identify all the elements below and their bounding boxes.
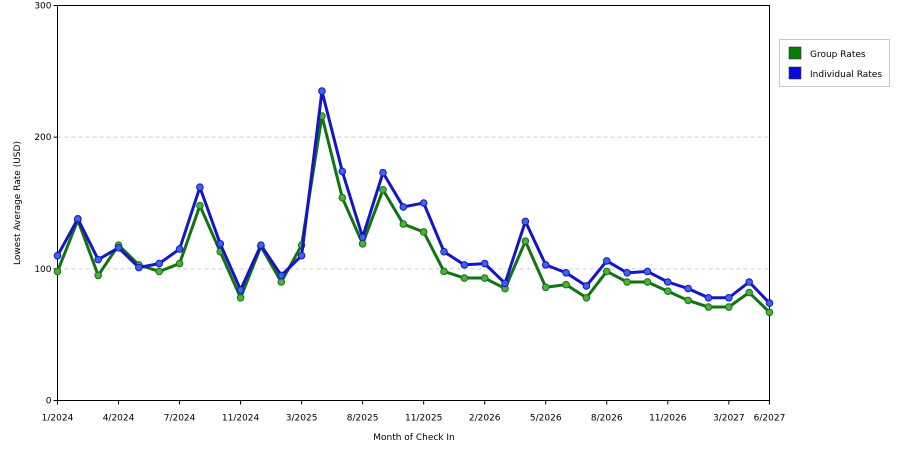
data-point-group-rates [704, 303, 713, 311]
legend-label-individual-rates: Individual Rates [810, 70, 882, 80]
x-tick-label: 6/2027 [754, 414, 786, 424]
legend-swatch-individual-rates [788, 66, 802, 80]
data-point-individual-rates [663, 278, 672, 286]
y-tick-label: 100 [34, 265, 51, 275]
data-point-group-rates [53, 267, 62, 276]
data-point-individual-rates [725, 294, 733, 302]
data-point-group-rates [745, 288, 753, 297]
data-point-group-rates [480, 274, 489, 282]
data-point-group-rates [196, 201, 204, 210]
data-point-group-rates [725, 303, 733, 311]
y-tick-label: 0 [46, 397, 52, 407]
data-point-individual-rates [53, 251, 62, 260]
data-point-group-rates [684, 296, 692, 305]
x-tick-label: 4/2024 [103, 414, 135, 424]
x-tick-label: 2/2026 [469, 414, 501, 424]
x-axis: 1/2024 4/2024 7/2024 11/2024 3/2025 8/2025 11/… [42, 400, 786, 424]
legend-label-group-rates: Group Rates [810, 50, 866, 60]
data-point-individual-rates [318, 87, 326, 95]
data-point-individual-rates [74, 215, 82, 223]
data-point-individual-rates [460, 261, 469, 269]
data-point-individual-rates [135, 263, 143, 272]
data-point-individual-rates [236, 286, 245, 294]
data-point-individual-rates [379, 168, 387, 177]
data-point-group-rates [419, 228, 428, 236]
x-tick-label: 5/2026 [530, 414, 562, 424]
data-point-group-rates [562, 280, 570, 289]
data-point-individual-rates [257, 241, 265, 249]
y-axis-title: Lowest Average Rate (USD) [13, 141, 23, 265]
data-point-group-rates [643, 278, 652, 286]
data-point-group-rates [175, 259, 184, 268]
data-point-group-rates [521, 237, 530, 245]
data-point-individual-rates [521, 217, 530, 226]
data-point-individual-rates [419, 199, 428, 207]
grid-layer [57, 136, 770, 270]
series-line-group-rates [56, 114, 771, 314]
data-point-group-rates [460, 274, 469, 282]
data-point-group-rates [94, 271, 102, 280]
data-point-group-rates [663, 287, 672, 296]
x-tick-label: 11/2025 [405, 414, 442, 424]
data-point-individual-rates [338, 167, 347, 176]
x-tick-label: 3/2025 [286, 414, 318, 424]
series-line-individual-rates [56, 89, 771, 305]
x-axis-title: Month of Check In [373, 433, 455, 443]
data-point-individual-rates [297, 251, 306, 260]
data-point-group-rates [379, 186, 387, 194]
data-point-group-rates [602, 267, 611, 276]
legend: Group Rates Individual Rates [779, 39, 890, 87]
data-point-group-rates [236, 294, 245, 302]
data-point-individual-rates [277, 271, 286, 280]
data-point-individual-rates [541, 261, 550, 269]
x-tick-label: 8/2025 [347, 414, 379, 424]
x-tick-label: 3/2027 [713, 414, 745, 424]
x-tick-label: 11/2026 [649, 414, 687, 424]
data-point-individual-rates [216, 240, 225, 248]
data-point-individual-rates [582, 282, 591, 290]
data-point-group-rates [582, 294, 591, 302]
y-tick-label: 200 [34, 133, 51, 143]
legend-swatch-group-rates [788, 46, 802, 60]
data-point-group-rates [338, 193, 347, 202]
data-point-individual-rates [175, 245, 184, 253]
plot-frame [57, 5, 770, 401]
data-point-individual-rates [155, 259, 164, 268]
data-point-individual-rates [399, 203, 408, 211]
data-point-individual-rates [196, 183, 204, 191]
data-point-group-rates [399, 220, 408, 228]
data-point-group-rates [623, 278, 631, 286]
data-point-individual-rates [480, 259, 489, 268]
data-point-group-rates [440, 267, 448, 276]
x-tick-label: 7/2024 [164, 414, 196, 424]
y-axis: 0 100 200 300 [34, 2, 58, 407]
data-point-individual-rates [643, 267, 652, 276]
y-tick-label: 300 [34, 2, 51, 12]
data-point-individual-rates [114, 243, 123, 252]
data-point-individual-rates [358, 233, 367, 242]
data-point-individual-rates [765, 299, 774, 307]
data-point-group-rates [277, 278, 286, 286]
x-tick-label: 8/2026 [591, 414, 623, 424]
data-point-individual-rates [623, 268, 631, 277]
data-point-group-rates [155, 267, 164, 276]
data-point-group-rates [765, 308, 774, 317]
data-point-individual-rates [684, 284, 692, 293]
data-point-individual-rates [704, 294, 713, 302]
data-point-individual-rates [94, 255, 102, 264]
data-point-group-rates [358, 240, 367, 248]
series-layer [53, 87, 774, 317]
data-point-group-rates [541, 283, 550, 292]
data-point-individual-rates [602, 257, 611, 265]
x-tick-label: 11/2024 [222, 414, 260, 424]
data-point-individual-rates [562, 268, 570, 277]
data-point-individual-rates [440, 247, 448, 256]
data-point-individual-rates [501, 279, 509, 288]
data-point-individual-rates [745, 278, 753, 286]
x-tick-label: 1/2024 [42, 414, 74, 424]
